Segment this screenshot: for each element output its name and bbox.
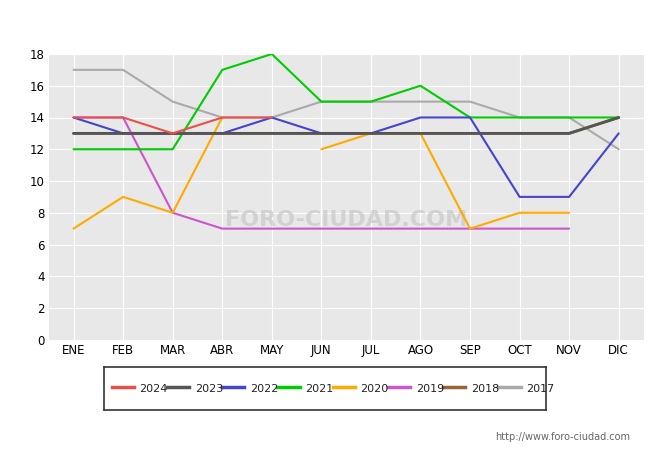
Text: http://www.foro-ciudad.com: http://www.foro-ciudad.com — [495, 432, 630, 442]
Text: 2023: 2023 — [195, 384, 223, 394]
Text: 2018: 2018 — [471, 384, 499, 394]
Text: Afiliados en Villar y Velasco a 31/5/2024: Afiliados en Villar y Velasco a 31/5/202… — [151, 15, 499, 33]
Text: 2021: 2021 — [306, 384, 333, 394]
Text: 2017: 2017 — [526, 384, 554, 394]
Text: 2024: 2024 — [140, 384, 168, 394]
Text: 2019: 2019 — [416, 384, 444, 394]
Text: 2020: 2020 — [361, 384, 389, 394]
Text: 2022: 2022 — [250, 384, 278, 394]
Text: FORO-CIUDAD.COM: FORO-CIUDAD.COM — [225, 210, 467, 230]
